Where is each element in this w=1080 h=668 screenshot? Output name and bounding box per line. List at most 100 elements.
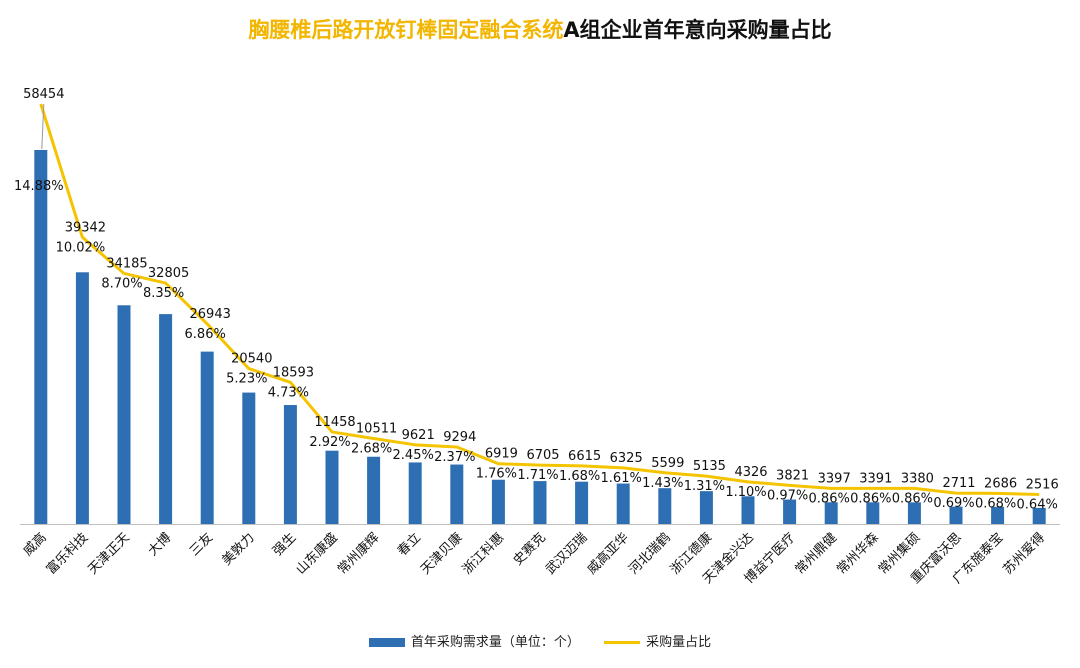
bar-5 — [242, 392, 256, 524]
bar-value-label-5: 20540 — [231, 352, 272, 367]
legend-label-line: 采购量占比 — [646, 635, 712, 650]
pct-label-6: 4.73% — [268, 385, 309, 400]
pct-label-1: 10.02% — [56, 240, 106, 255]
pct-label-16: 1.31% — [684, 479, 725, 494]
pct-label-12: 1.71% — [517, 468, 558, 483]
bar-value-label-12: 6705 — [526, 448, 559, 463]
pct-label-2: 8.70% — [101, 276, 142, 291]
bar-20 — [866, 502, 880, 524]
leader-line-0 — [41, 103, 45, 150]
pct-label-19: 0.86% — [809, 491, 850, 506]
bar-12 — [533, 481, 547, 524]
x-tick-label-2: 天津正天 — [85, 530, 132, 577]
bar-value-label-9: 9621 — [402, 428, 435, 443]
bar-value-label-23: 2686 — [984, 476, 1017, 491]
line-series-share — [39, 103, 1040, 496]
x-tick-label-13: 武汉迈瑞 — [543, 530, 590, 577]
x-tick-label-12: 史赛克 — [510, 530, 549, 569]
bar-value-label-15: 5599 — [651, 456, 684, 471]
pct-label-22: 0.69% — [933, 496, 974, 511]
bar-value-label-16: 5135 — [693, 459, 726, 474]
pct-label-7: 2.92% — [309, 435, 350, 450]
bar-value-label-24: 2516 — [1026, 477, 1059, 492]
bar-value-label-3: 32805 — [148, 266, 189, 281]
chart-legend: 首年采购需求量（单位：个） 采购量占比 — [0, 631, 1080, 650]
chart-title-rest: A组企业首年意向采购量占比 — [563, 18, 832, 42]
pct-label-11: 1.76% — [476, 467, 517, 482]
x-tick-label-10: 天津贝康 — [418, 530, 466, 578]
bar-2 — [117, 305, 131, 524]
bar-value-label-14: 6325 — [610, 451, 643, 466]
x-tick-label-8: 常州康辉 — [334, 530, 382, 578]
bar-21 — [907, 502, 921, 524]
bar-1 — [75, 272, 89, 524]
bar-value-label-18: 3821 — [776, 468, 809, 483]
x-tick-label-14: 威高亚华 — [584, 530, 632, 578]
x-tick-label-0: 威高 — [20, 530, 50, 560]
pct-label-13: 1.68% — [559, 469, 600, 484]
pct-label-0: 14.88% — [14, 179, 64, 194]
bar-value-label-8: 10511 — [356, 422, 397, 437]
bar-value-label-11: 6919 — [485, 447, 518, 462]
pct-label-10: 2.37% — [434, 450, 475, 465]
bar-3 — [159, 314, 173, 524]
pct-label-18: 0.97% — [767, 488, 808, 503]
bar-10 — [450, 464, 464, 524]
bar-11 — [491, 479, 505, 524]
bar-6 — [283, 405, 297, 524]
pct-label-24: 0.64% — [1017, 497, 1058, 512]
bar-13 — [575, 481, 589, 524]
pct-label-15: 1.43% — [642, 476, 683, 491]
x-tick-label-4: 三友 — [186, 530, 216, 560]
bar-value-label-4: 26943 — [190, 307, 231, 322]
pct-label-4: 6.86% — [185, 327, 226, 342]
bar-19 — [824, 502, 838, 524]
x-tick-label-20: 常州华森 — [834, 530, 881, 577]
pct-label-21: 0.86% — [892, 491, 933, 506]
bar-17 — [741, 496, 755, 524]
legend-item-bar: 首年采购需求量（单位：个） — [368, 631, 580, 650]
bar-8 — [367, 456, 381, 524]
pct-label-5: 5.23% — [226, 372, 267, 387]
x-tick-label-3: 大博 — [145, 530, 174, 559]
x-tick-label-6: 强生 — [270, 530, 299, 559]
pct-label-20: 0.86% — [850, 491, 891, 506]
bar-value-label-10: 9294 — [443, 430, 476, 445]
bar-value-label-2: 34185 — [106, 256, 147, 271]
bar-16 — [699, 491, 713, 524]
bar-0 — [34, 150, 48, 524]
pct-label-23: 0.68% — [975, 496, 1016, 511]
bar-value-label-13: 6615 — [568, 449, 601, 464]
bar-value-label-0: 58454 — [23, 87, 64, 102]
legend-label-bar: 首年采购需求量（单位：个） — [410, 635, 580, 650]
bar-value-label-7: 11458 — [314, 415, 355, 430]
x-tick-label-19: 常州鼎健 — [793, 530, 840, 577]
bar-9 — [408, 462, 422, 524]
pct-label-8: 2.68% — [351, 442, 392, 457]
bar-value-label-6: 18593 — [273, 365, 314, 380]
legend-swatch-bar — [368, 638, 405, 647]
bar-value-label-21: 3380 — [901, 471, 934, 486]
x-tick-label-24: 苏州爱得 — [1000, 530, 1048, 578]
pct-label-9: 2.45% — [393, 448, 434, 463]
bar-value-label-1: 39342 — [65, 220, 106, 235]
x-tick-label-15: 河北瑞鹤 — [626, 530, 674, 578]
bar-value-label-22: 2711 — [942, 476, 975, 491]
bar-22 — [949, 506, 963, 524]
x-tick-label-11: 浙江科惠 — [460, 530, 507, 577]
chart-title-highlight: 胸腰椎后路开放钉棒固定融合系统 — [248, 18, 564, 42]
x-tick-label-9: 春立 — [395, 530, 424, 559]
bar-4 — [200, 351, 214, 524]
chart-title: 胸腰椎后路开放钉棒固定融合系统A组企业首年意向采购量占比 — [0, 14, 1080, 44]
bar-24 — [1032, 507, 1046, 524]
bar-value-label-19: 3397 — [818, 471, 851, 486]
bar-14 — [616, 483, 630, 524]
bar-23 — [991, 506, 1005, 524]
bar-18 — [783, 499, 797, 524]
legend-item-line: 采购量占比 — [604, 631, 711, 650]
pct-label-14: 1.61% — [601, 471, 642, 486]
x-tick-label-1: 富乐科技 — [43, 530, 91, 578]
bar-value-label-17: 4326 — [734, 465, 767, 480]
pct-label-3: 8.35% — [143, 286, 184, 301]
